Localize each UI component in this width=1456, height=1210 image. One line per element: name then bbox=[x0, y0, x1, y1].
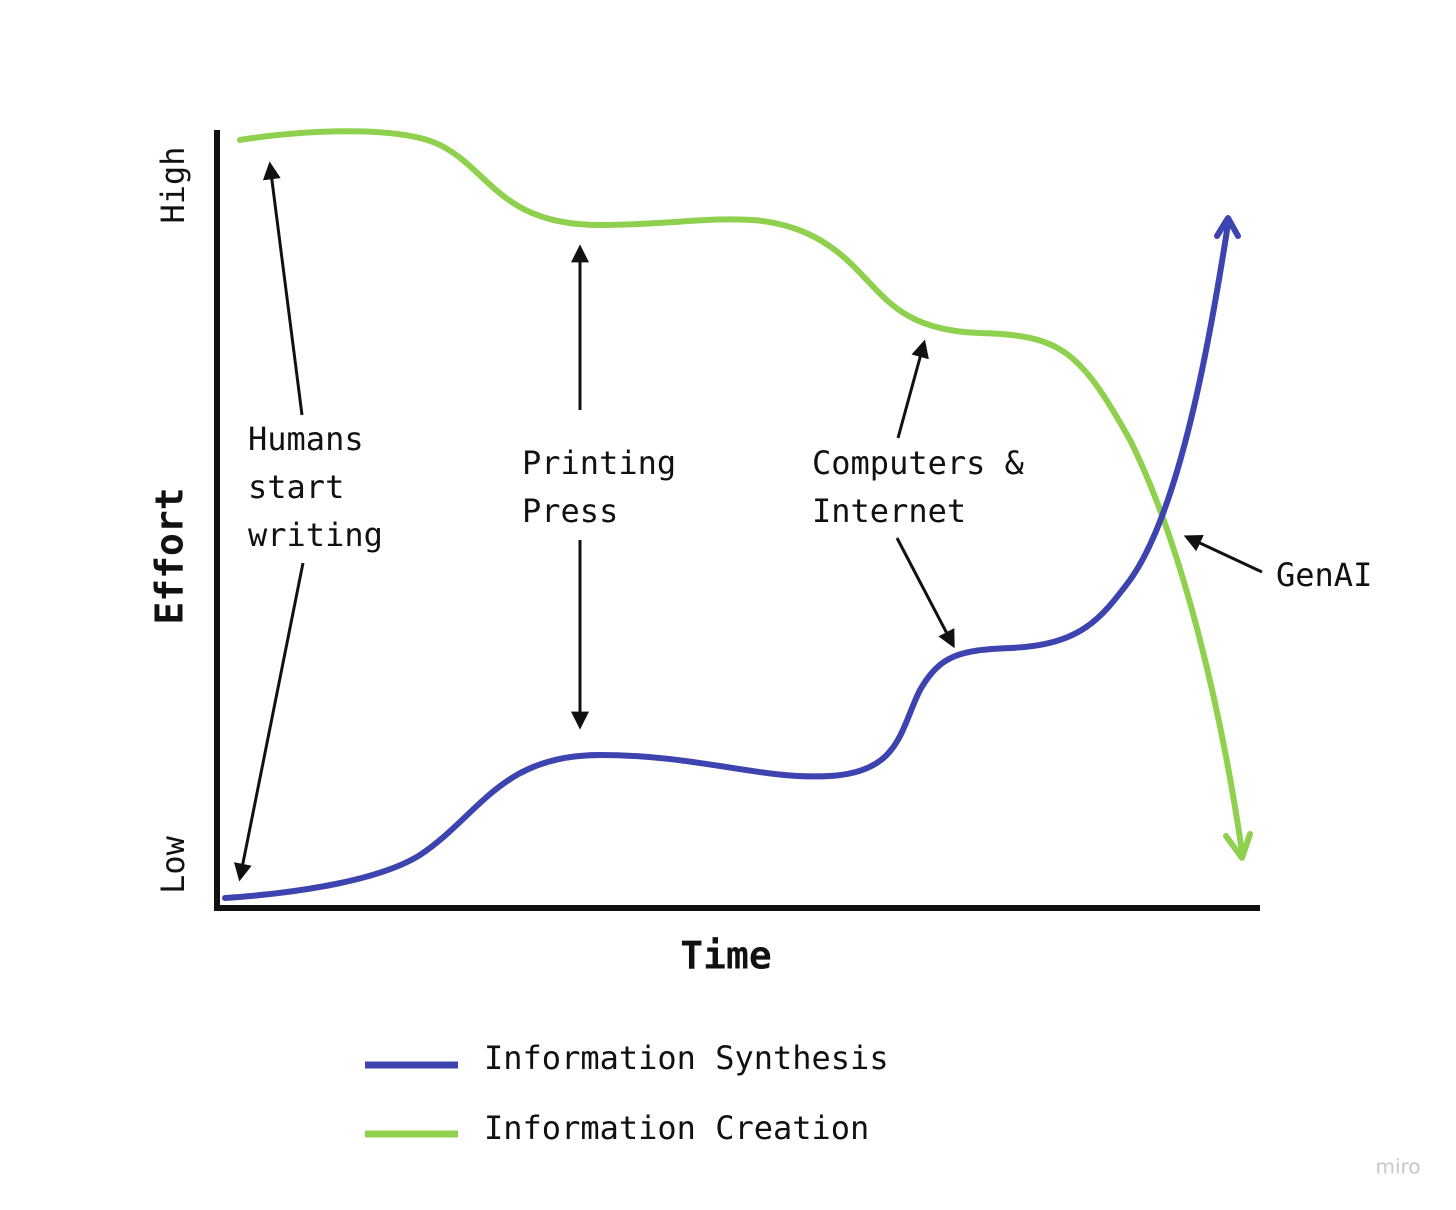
x-axis-label: Time bbox=[680, 934, 772, 978]
arrow bbox=[1183, 534, 1263, 574]
annotation-line: start bbox=[248, 468, 344, 506]
annotation-arrows bbox=[233, 161, 1263, 882]
annotation-line: Internet bbox=[812, 492, 966, 530]
legend-label: Information Synthesis bbox=[484, 1039, 889, 1077]
annotation-line: Printing bbox=[522, 444, 676, 482]
arrow bbox=[895, 537, 955, 649]
annotation-line: Press bbox=[522, 492, 618, 530]
legend-label: Information Creation bbox=[484, 1109, 869, 1147]
axes bbox=[214, 130, 1260, 911]
watermark: miro bbox=[1375, 1155, 1420, 1179]
annotation-line: Computers & bbox=[812, 444, 1025, 482]
annotation-line: Humans bbox=[248, 420, 364, 458]
arrow bbox=[896, 339, 929, 439]
annotation-line: writing bbox=[248, 516, 383, 554]
arrow bbox=[233, 562, 305, 882]
y-low-label: Low bbox=[154, 835, 192, 894]
synthesis-curve bbox=[222, 221, 1231, 901]
creation-arrowhead bbox=[1223, 831, 1253, 861]
creation-curve bbox=[237, 128, 1245, 855]
y-high-label: High bbox=[154, 146, 192, 223]
synthesis-arrowhead bbox=[1214, 215, 1241, 239]
annotation-line: GenAI bbox=[1276, 556, 1372, 594]
arrow bbox=[262, 161, 304, 416]
y-axis-label: Effort bbox=[148, 487, 192, 624]
